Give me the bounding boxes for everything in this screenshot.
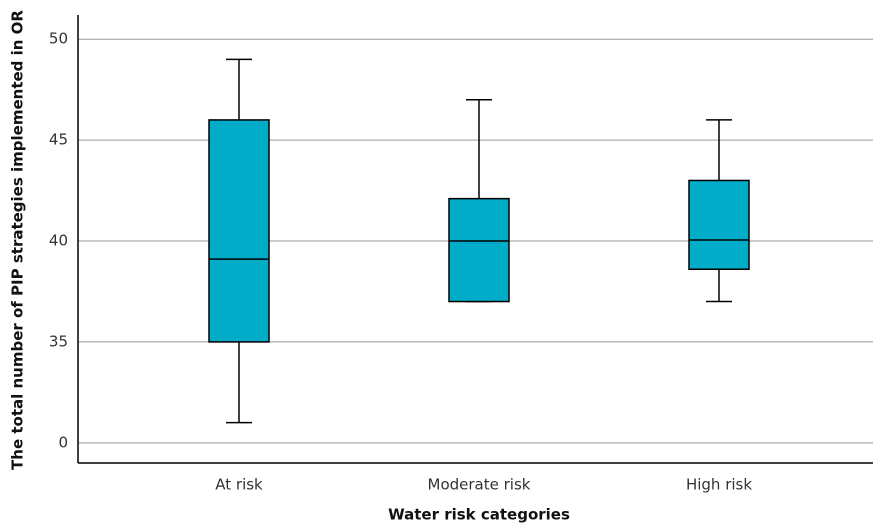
box bbox=[448, 197, 510, 303]
x-tick-label: At risk bbox=[215, 476, 263, 494]
y-tick-label: 50 bbox=[49, 30, 68, 48]
box bbox=[688, 179, 750, 271]
y-tick-label: 35 bbox=[49, 332, 68, 350]
y-tick-label: 40 bbox=[49, 232, 68, 250]
y-tick-label: 0 bbox=[58, 433, 68, 451]
x-tick-label: Moderate risk bbox=[428, 476, 531, 494]
y-tick-label: 45 bbox=[49, 131, 68, 149]
y-axis-title: The total number of PIP strategies imple… bbox=[9, 10, 27, 470]
x-tick-label: High risk bbox=[686, 476, 752, 494]
box bbox=[208, 119, 270, 343]
x-axis-title: Water risk categories bbox=[388, 506, 570, 524]
